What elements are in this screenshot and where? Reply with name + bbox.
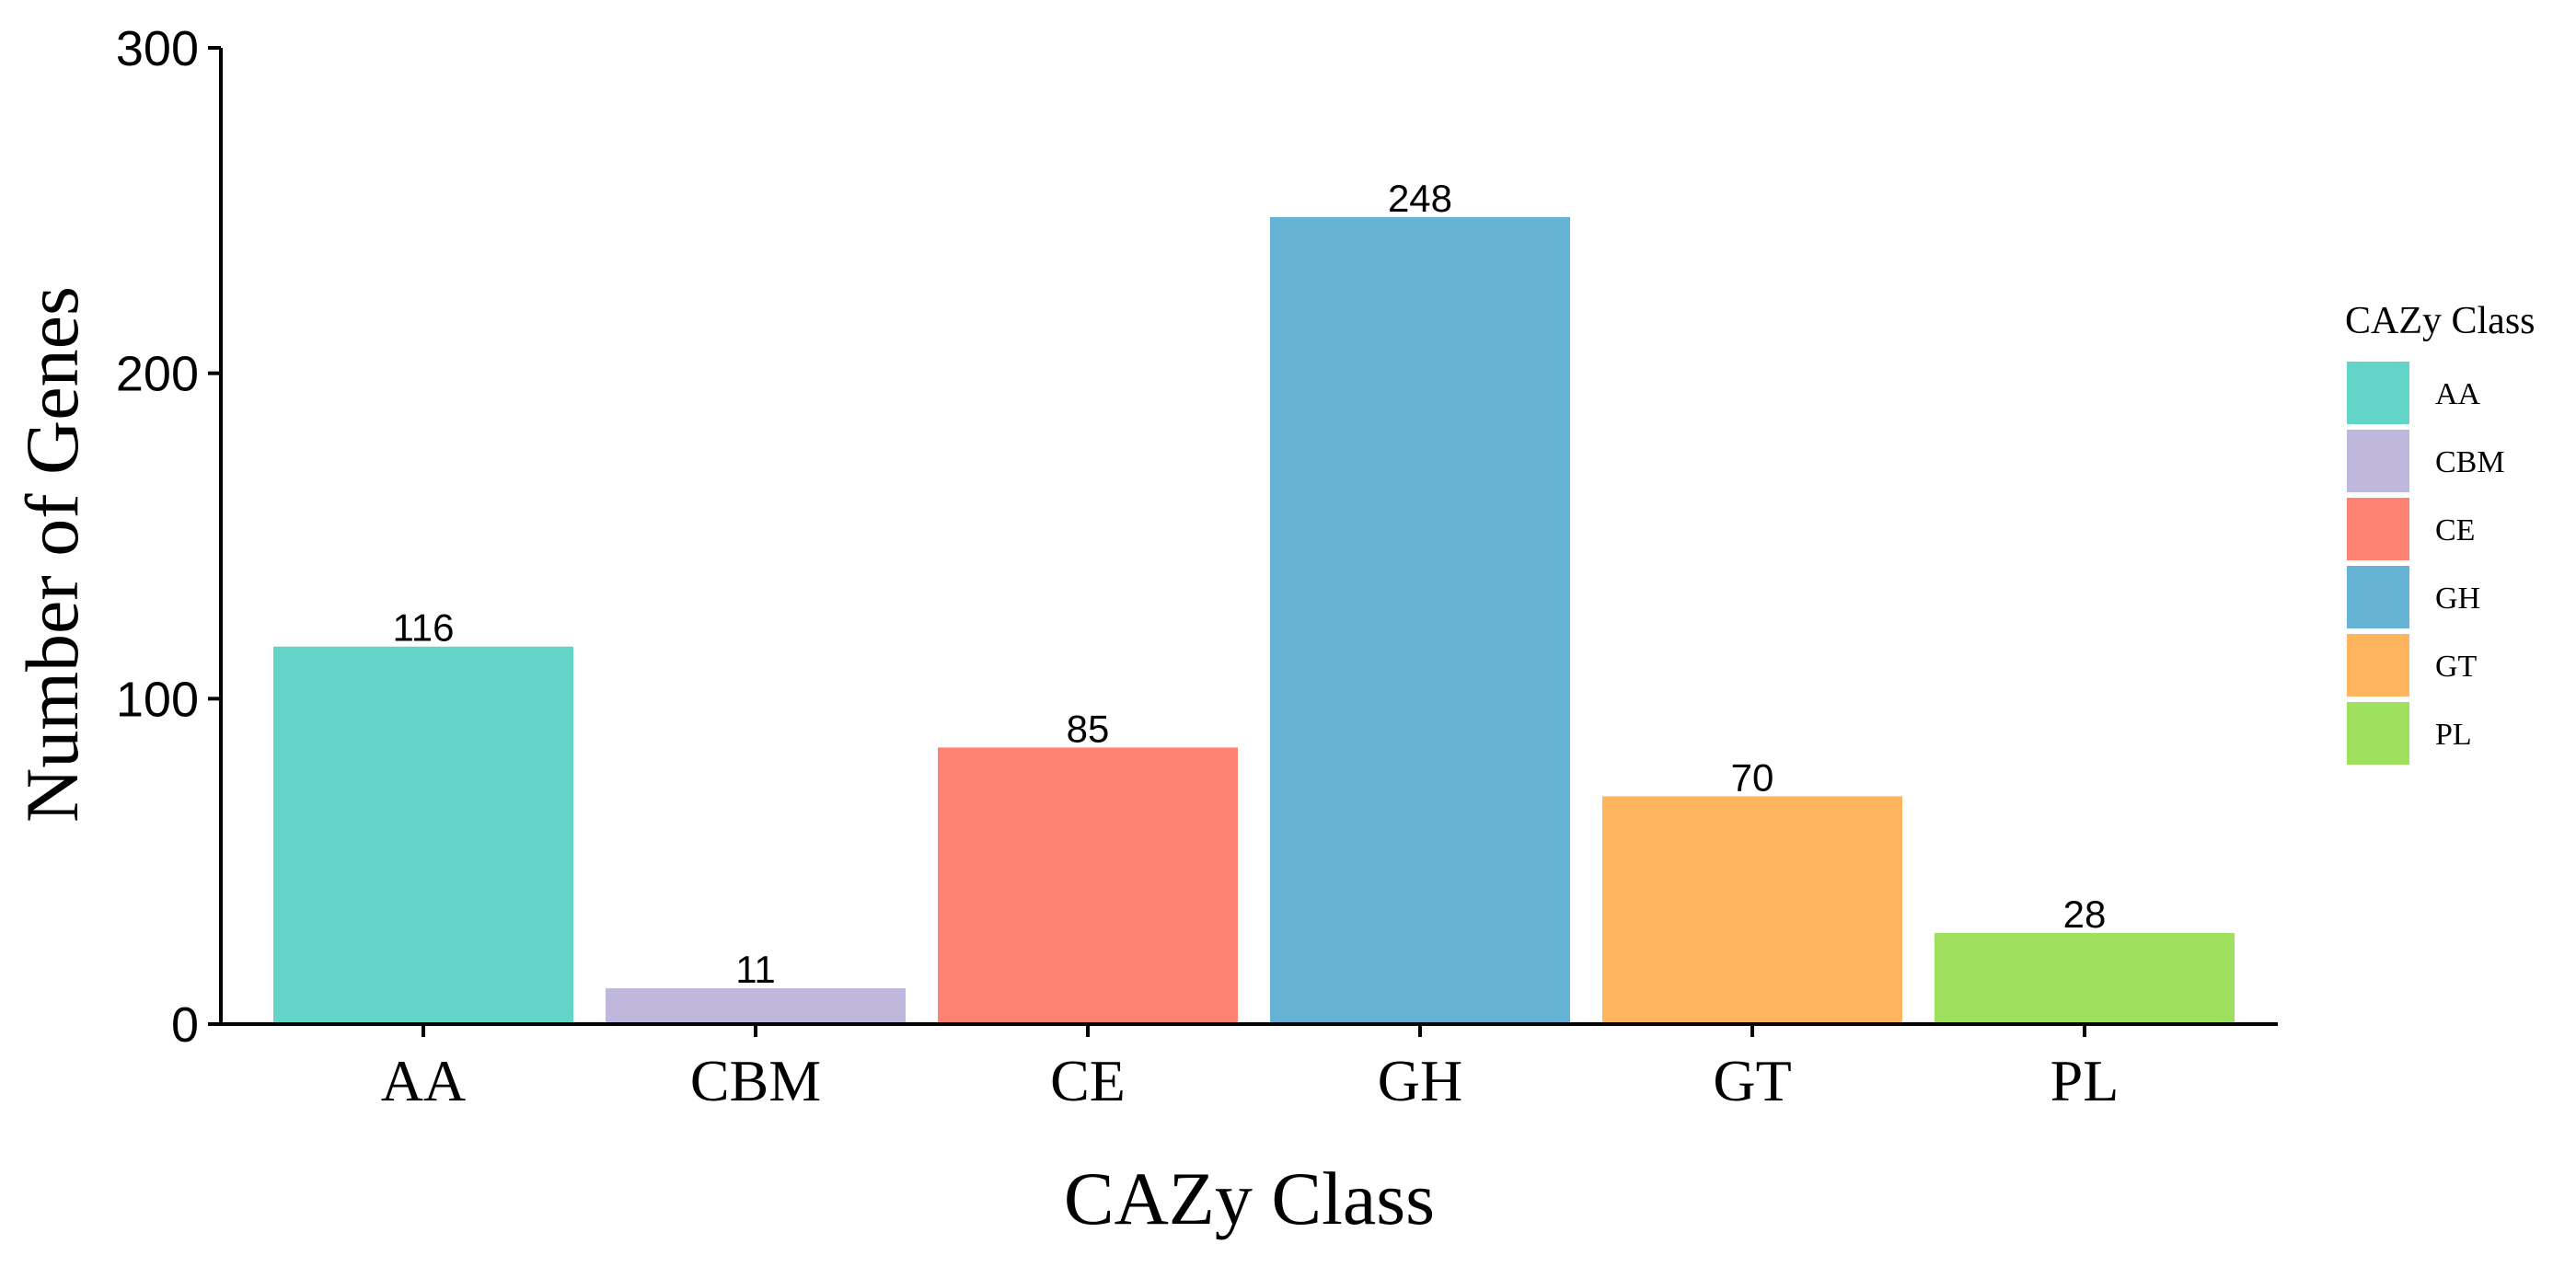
legend-key-ce [2347,498,2409,560]
legend-title: CAZy Class [2345,300,2536,342]
x-axis-ticks: AA CBM CE GH GT PL [381,1024,2120,1113]
x-tick-label-ce: CE [1050,1048,1126,1113]
data-label-ce: 85 [1067,707,1110,750]
x-tick-label-cbm: CBM [690,1048,821,1113]
data-label-gh: 248 [1388,177,1452,220]
data-label-pl: 28 [2063,893,2107,936]
bar-gt [1602,796,1902,1024]
y-axis-ticks: 0 100 200 300 [116,21,221,1053]
x-tick-label-gt: GT [1713,1048,1791,1113]
x-tick-label-aa: AA [381,1048,466,1113]
legend-key-pl [2347,702,2409,765]
bar-pl [1935,932,2235,1024]
legend-key-gt [2347,634,2409,697]
bar-ce [938,747,1238,1024]
x-tick-label-pl: PL [2050,1048,2120,1113]
legend-key-cbm [2347,430,2409,492]
y-tick-label: 0 [171,997,199,1053]
y-tick-label: 300 [116,21,199,76]
legend-label-cbm: CBM [2435,445,2505,479]
legend-key-gh [2347,566,2409,628]
legend-label-ce: CE [2435,513,2475,547]
bar-gh [1270,216,1570,1024]
y-axis-title: Number of Genes [10,286,94,823]
data-labels: 116 11 85 248 70 28 [393,177,2107,991]
y-tick-label: 200 [116,347,199,402]
legend-label-gh: GH [2435,582,2480,616]
data-label-cbm: 11 [735,948,776,991]
data-label-gt: 70 [1731,755,1774,799]
bar-cbm [606,988,906,1024]
bar-aa [273,646,573,1024]
legend-label-pl: PL [2435,718,2472,752]
legend-label-aa: AA [2435,377,2481,411]
bars [273,216,2235,1024]
legend-key-aa [2347,362,2409,424]
legend-items: AA CBM CE GH GT PL [2347,362,2505,765]
x-axis-title: CAZy Class [1064,1157,1435,1240]
data-label-aa: 116 [393,606,455,650]
x-tick-label-gh: GH [1378,1048,1462,1113]
y-tick-label: 100 [116,672,199,727]
legend-label-gt: GT [2435,650,2478,684]
legend: CAZy Class AA CBM CE GH GT PL [2345,300,2536,765]
